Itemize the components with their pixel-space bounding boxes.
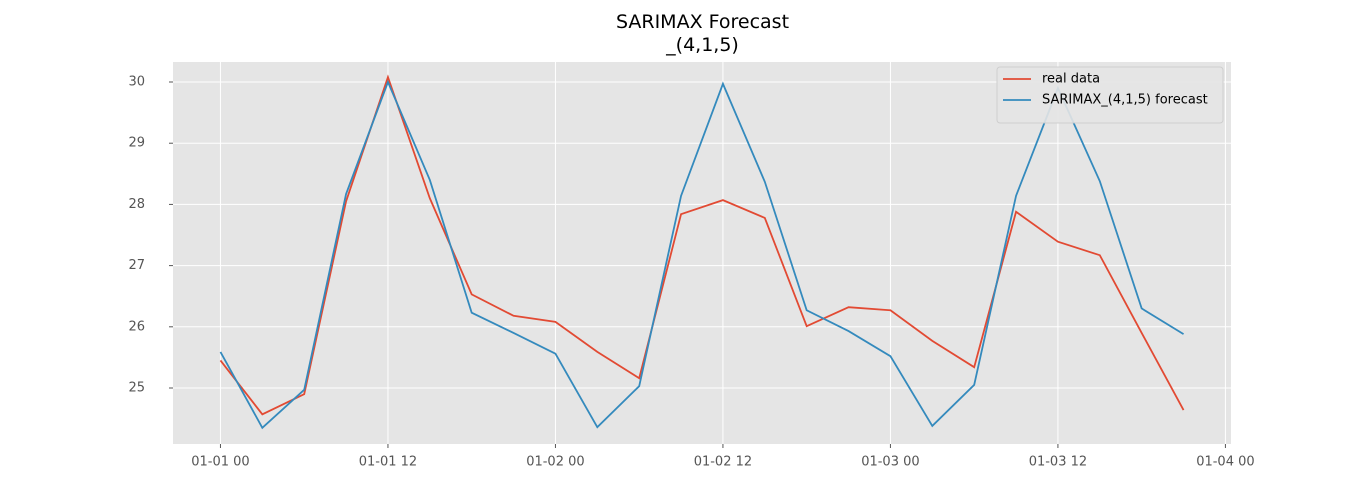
series-line bbox=[219, 74, 1185, 416]
x-tick-label: 01-04 00 bbox=[1196, 455, 1254, 470]
x-tick-label: 01-03 00 bbox=[861, 455, 919, 470]
legend-label: real data bbox=[1042, 72, 1100, 87]
y-tick-label: 25 bbox=[128, 381, 145, 396]
legend-label: SARIMAX_(4,1,5) forecast bbox=[1042, 93, 1208, 108]
series-line bbox=[219, 79, 1185, 430]
y-tick-label: 30 bbox=[128, 75, 145, 90]
y-tick-label: 26 bbox=[128, 319, 145, 334]
x-tick-label: 01-02 12 bbox=[694, 455, 752, 470]
x-tick-label: 01-02 00 bbox=[526, 455, 584, 470]
legend-box bbox=[996, 66, 1224, 124]
y-tick-label: 28 bbox=[128, 197, 145, 212]
y-tick-label: 29 bbox=[128, 136, 145, 151]
legend: real data SARIMAX_(4,1,5) forecast bbox=[996, 66, 1224, 124]
x-tick-label: 01-01 12 bbox=[359, 455, 417, 470]
plot-area bbox=[173, 62, 1231, 444]
x-tick-label: 01-03 12 bbox=[1029, 455, 1087, 470]
y-tick-label: 27 bbox=[128, 258, 145, 273]
chart-title: SARIMAX Forecast _(4,1,5) bbox=[615, 11, 790, 56]
x-tick-label: 01-01 00 bbox=[191, 455, 249, 470]
